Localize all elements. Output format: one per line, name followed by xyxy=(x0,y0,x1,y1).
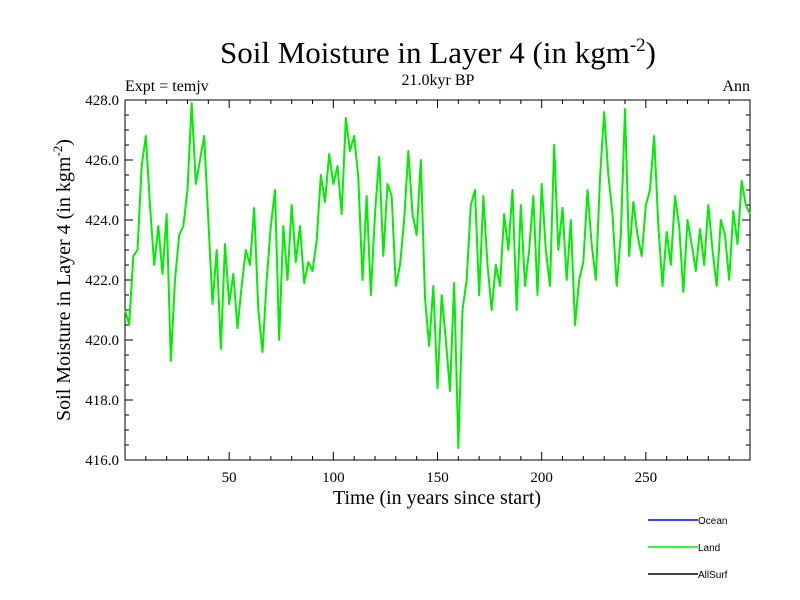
x-axis: 50 100 150 200 250 xyxy=(145,100,730,486)
y-tick-label: 426.0 xyxy=(85,153,119,169)
x-axis-label: Time (in years since start) xyxy=(333,487,541,509)
series-layer xyxy=(124,102,751,449)
experiment-label: Expt = temjv xyxy=(125,78,209,95)
season-label: Ann xyxy=(722,78,750,95)
y-axis: 416.0 418.0 420.0 422.0 424.0 426.0 428.0 xyxy=(85,93,750,469)
y-tick-label: 428.0 xyxy=(85,93,119,109)
x-tick-label: 250 xyxy=(635,470,658,486)
x-tick-label: 200 xyxy=(530,470,553,486)
y-tick-label: 418.0 xyxy=(85,393,119,409)
legend-label-ocean: Ocean xyxy=(698,516,727,527)
chart-title: Soil Moisture in Layer 4 (in kgm-2) xyxy=(220,35,656,70)
series-line-land xyxy=(124,102,751,449)
y-axis-label: Soil Moisture in Layer 4 (in kgm-2) xyxy=(50,139,75,421)
legend-label-land: Land xyxy=(698,543,720,554)
y-tick-label: 422.0 xyxy=(85,273,119,289)
y-tick-label: 416.0 xyxy=(85,453,119,469)
y-tick-label: 424.0 xyxy=(85,213,119,229)
y-tick-label: 420.0 xyxy=(85,333,119,349)
chart-subtitle: 21.0kyr BP xyxy=(402,72,475,89)
x-tick-label: 150 xyxy=(426,470,449,486)
legend-label-allsurf: AllSurf xyxy=(698,570,728,581)
x-tick-label: 50 xyxy=(222,470,237,486)
legend: Ocean Land AllSurf xyxy=(648,516,728,581)
x-tick-label: 100 xyxy=(322,470,345,486)
